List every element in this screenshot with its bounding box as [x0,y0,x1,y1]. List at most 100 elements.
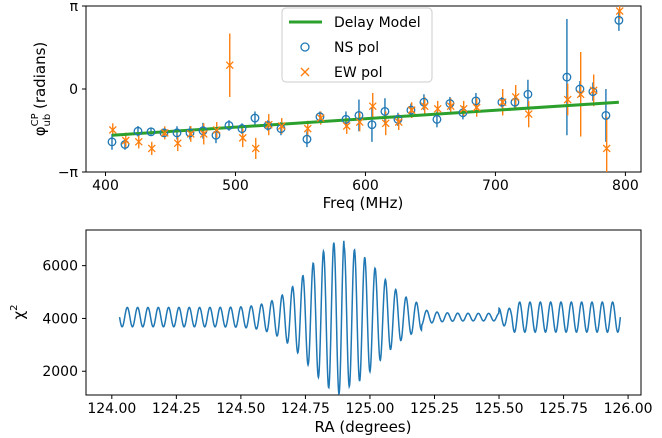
chi-squared-series-line [118,240,622,395]
legend-ns-pol-marker [300,42,310,52]
legend-ns-pol-label: NS pol [334,40,379,56]
ns-pol-point [354,110,364,120]
chi-squared-chart: 124.00 124.25 124.50 124.75 125.00 125.25 125.… [9,229,653,436]
phase-x-tick-label: 400 [92,178,119,194]
ns-pol-point [107,137,117,147]
phase-x-tick-label: 800 [612,178,639,194]
ns-pol-point [250,113,260,123]
delay-model-line [111,100,620,137]
chi-x-tick-label: 126.00 [604,401,653,417]
ew-pol-point [225,61,234,70]
ns-pol-point [614,15,624,25]
ew-pol-point [472,103,481,112]
ew-pol-point [212,125,221,134]
ns-pol-point [341,114,351,124]
ns-pol-point [146,127,156,137]
legend-ew-pol-label: EW pol [334,65,382,81]
phase-y-tick-label: −π [58,165,79,181]
chi-y-tick-label: 6000 [42,259,78,275]
ew-pol-point [563,95,572,104]
ew-pol-point [303,124,312,133]
phase-x-ticks: 400 500 600 700 800 [92,172,639,194]
legend-box [281,7,433,83]
chi-x-axis-label: RA (degrees) [315,418,412,436]
ns-pol-point [133,126,143,136]
phase-y-axis-label: φCPub (radians) [30,42,53,136]
ns-pol-point [367,120,377,130]
legend-ew-pol-marker [300,67,310,77]
ns-pol-point [588,87,598,97]
ns-pol-point [263,121,273,130]
ns-pol-point [172,128,182,138]
phase-y-tick-label: 0 [69,82,78,98]
ew-pol-point [498,98,507,107]
ew-pol-point [316,114,325,123]
phase-x-tick-label: 500 [222,178,249,194]
chi-x-tick-label: 125.75 [539,401,588,417]
ew-pol-point [121,136,130,145]
phase-y-ticks: −π 0 π [58,0,86,181]
ew-pol-point [368,102,377,111]
chi-x-tick-label: 124.50 [216,401,265,417]
ew-pol-point [173,139,182,148]
ew-pol-point [147,144,156,153]
ew-pol-point [381,119,390,128]
ew-pol-point [342,122,351,130]
phase-y-tick-label: π [70,0,79,15]
ew-pol-point [277,122,286,130]
chi-x-tick-label: 125.00 [345,401,394,417]
ns-pol-point [159,128,169,138]
ns-pol-point [406,105,416,115]
chi-y-tick-label: 2000 [42,364,78,380]
ns-pol-point [497,97,507,107]
ew-pol-point [355,118,364,126]
ew-pol-point [511,92,520,101]
chi-plot-frame [85,229,642,396]
ns-pol-point [523,89,533,99]
chi-x-tick-label: 125.50 [475,401,524,417]
chi-x-tick-label: 124.25 [152,401,201,417]
ew-pol-point [264,120,273,129]
chi-x-tick-label: 125.25 [410,401,459,417]
ns-pol-point [471,96,481,106]
chi-x-ticks: 124.00 124.25 124.50 124.75 125.00 125.25 125.… [87,395,653,417]
ew-pol-point [238,133,247,142]
ew-pol-point [524,110,533,119]
ew-pol-point [433,104,442,113]
phase-chart: 400 500 600 700 800 −π 0 π Freq (MHz) φCPub (r… [30,0,642,212]
ew-pol-point [199,129,208,138]
ew-pol-point [108,125,117,134]
ew-pol-point [446,102,455,111]
phase-x-tick-label: 600 [352,178,379,194]
ns-pol-point [302,134,312,144]
ns-pol-point [315,112,325,122]
ew-pol-point [251,144,260,153]
ew-pol-point [160,128,169,137]
ns-pol-point [185,128,195,138]
chi-x-tick-label: 124.00 [87,401,136,417]
ns-pol-point [601,110,611,120]
chi-y-tick-label: 4000 [42,311,78,327]
ew-pol-point [407,106,416,115]
chi-y-ticks: 2000 4000 6000 [42,259,86,380]
ew-pol-point [589,86,598,95]
legend-delay-model-label: Delay Model [334,15,421,31]
ew-pol-point [459,104,468,113]
ew-pol-point [602,144,611,153]
phase-x-tick-label: 700 [482,178,509,194]
ns-pol-point [237,124,247,134]
chi-y-axis-label: χ2 [9,304,28,319]
ns-pol-point [380,107,390,116]
phase-data-marks [107,6,624,172]
ns-pol-point [562,72,572,82]
phase-x-axis-label: Freq (MHz) [323,194,404,212]
ew-pol-point [186,129,195,138]
ew-pol-point [420,102,429,111]
ew-pol-point [615,7,624,16]
ew-pol-point [134,137,143,146]
ew-pol-point [576,90,585,99]
chi-x-tick-label: 124.75 [281,401,330,417]
ns-pol-point [224,121,234,130]
phase-legend: Delay Model NS pol EW pol [281,7,433,83]
